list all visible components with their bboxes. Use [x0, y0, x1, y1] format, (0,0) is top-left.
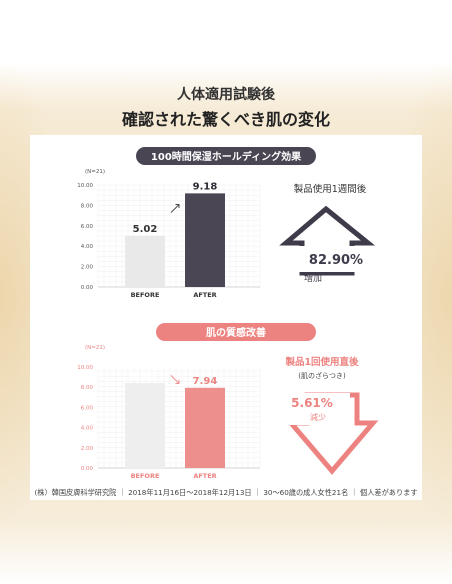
chart1-plot-area: 0.00 2.00 4.00 6.00 8.00 10.00 5.02 BEFORE 9.18 A…	[77, 181, 261, 299]
chart1-change-label: 増加	[304, 272, 322, 284]
chart2-ytick-label: 8.00	[81, 385, 94, 391]
chart1-ytick-label: 0.00	[81, 285, 94, 291]
chart2-category-label: BEFORE	[131, 472, 160, 480]
chart1-title-pill	[136, 147, 316, 165]
page-subtitle: 確認された驚くべき肌の変化	[121, 110, 330, 129]
chart1-value-label: 9.18	[193, 181, 218, 192]
chart2-ytick-label: 0.00	[81, 466, 94, 472]
page-title: 人体適用試験後	[177, 87, 275, 103]
chart2-change-value: 5.61%	[291, 396, 333, 410]
chart2-ytick-label: 2.00	[81, 446, 94, 452]
chart1-side-text: 製品使用1週間後	[294, 183, 367, 195]
footnote: (株）韓国皮膚科学研究院 ｜ 2018年11月16日〜2018年12月13日 ｜…	[34, 488, 418, 497]
results-card: 100時間保湿ホールディング効果 (N=21) 0.00 2.00 4.00 6.00…	[30, 135, 422, 500]
chart2-side-text: 製品1回使用直後	[284, 356, 359, 368]
chart2-trend-arrow-icon	[170, 375, 180, 384]
chart1-ytick-label: 2.00	[81, 265, 94, 271]
chart2-n-label: (N=21)	[85, 345, 105, 351]
chart2-ytick-label: 4.00	[81, 426, 94, 432]
chart1-n-label: (N=21)	[85, 169, 105, 175]
chart2-title-pill	[156, 323, 316, 341]
chart2-ytick-label: 6.00	[81, 405, 94, 411]
chart1-title: 100時間保湿ホールディング効果	[151, 150, 302, 163]
chart1-ytick-label: 8.00	[81, 203, 94, 209]
chart1-ytick-label: 10.00	[77, 183, 93, 189]
chart1-change-value: 82.90%	[309, 253, 363, 268]
charts-svg: 100時間保湿ホールディング効果 (N=21) 0.00 2.00 4.00 6.00…	[77, 147, 379, 480]
chart2-change-label: 減少	[310, 412, 326, 422]
chart2-bar-after	[185, 387, 225, 468]
chart1-bar-after	[185, 193, 225, 287]
chart1-trend-arrow-icon	[170, 204, 180, 213]
chart2-value-label: 8.41	[133, 371, 158, 382]
chart1-ytick-label: 4.00	[81, 244, 94, 250]
chart1-category-label: AFTER	[193, 291, 216, 299]
increase-arrow-icon	[279, 205, 376, 276]
chart1-ytick-label: 6.00	[81, 224, 94, 230]
chart2-side-subtext: (肌のざらつき)	[298, 371, 346, 380]
chart2-value-label: 7.94	[193, 376, 218, 387]
chart2-bar-before	[125, 383, 165, 468]
chart2-plot-area: 0.00 2.00 4.00 6.00 8.00 10.00 8.41 BEFORE 7.94 A…	[77, 365, 261, 480]
chart1-category-label: BEFORE	[131, 291, 160, 299]
chart1-value-label: 5.02	[133, 224, 158, 235]
chart2-ytick-label: 10.00	[77, 365, 93, 371]
chart1-bar-before	[125, 235, 165, 287]
chart2-category-label: AFTER	[193, 472, 216, 480]
chart1-change-backdrop	[298, 246, 374, 272]
chart2-change-backdrop	[286, 393, 350, 425]
chart1-grid	[97, 184, 261, 288]
chart2-title: 肌の質感改善	[206, 326, 266, 339]
